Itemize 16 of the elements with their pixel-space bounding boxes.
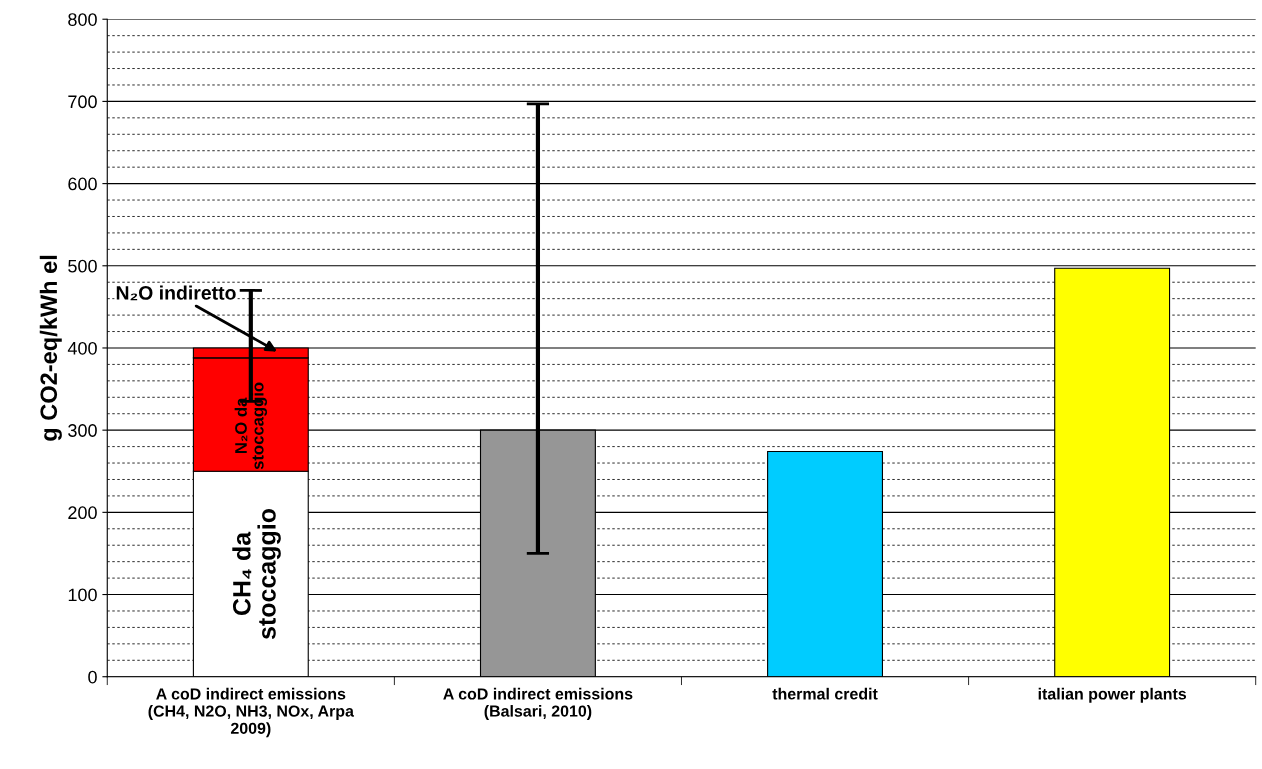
x-tick-label: A coD indirect emissions (Balsari, 2010) — [443, 687, 633, 720]
y-tick-label: 0 — [88, 670, 97, 684]
y-tick-label: 700 — [68, 95, 97, 109]
text: N₂O indiretto — [116, 285, 236, 301]
y-tick-label: 100 — [68, 588, 97, 602]
y-tick-label: 400 — [67, 341, 97, 355]
y-tick-label: 600 — [68, 177, 97, 191]
y-axis-title: g CO2-eq/kWh el — [39, 255, 62, 441]
y-tick-label: 300 — [68, 424, 97, 437]
x-tick-label: thermal credit — [772, 687, 878, 700]
y-tick-label: 200 — [68, 506, 97, 520]
y-tick-label: 800 — [68, 13, 97, 26]
x-tick-label: italian power plants — [1038, 687, 1187, 703]
x-tick-label: A coD indirect emissions (CH4, N2O, NH3, NOx, Arpa 2009) — [148, 687, 355, 738]
y-tick-label: 500 — [68, 259, 97, 273]
series-label: CH₄ da stoccaggio — [232, 508, 281, 640]
